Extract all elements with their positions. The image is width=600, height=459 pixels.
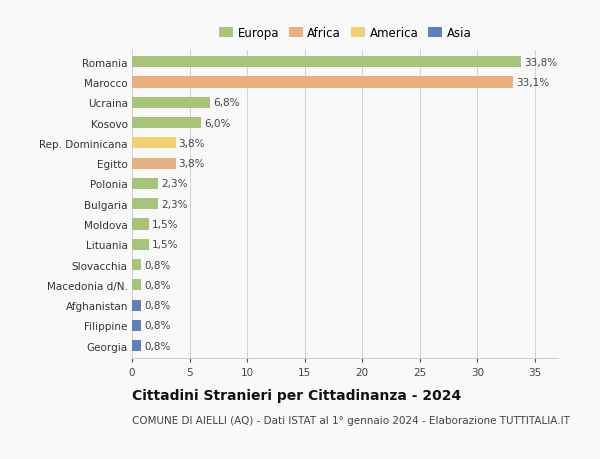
Bar (132, 239, 149, 250)
Text: 0,8%: 0,8% (144, 321, 170, 330)
Legend: Europa, Africa, America, Asia: Europa, Africa, America, Asia (214, 22, 476, 45)
Bar (132, 138, 176, 149)
Text: 3,8%: 3,8% (179, 159, 205, 169)
Bar (132, 340, 141, 352)
Bar (132, 77, 513, 89)
Bar (132, 179, 158, 190)
Bar (132, 97, 210, 109)
Text: 3,8%: 3,8% (179, 139, 205, 149)
Bar (132, 158, 176, 169)
Bar (132, 320, 141, 331)
Text: 2,3%: 2,3% (161, 179, 188, 189)
Bar (132, 280, 141, 291)
Text: 0,8%: 0,8% (144, 280, 170, 290)
Text: 0,8%: 0,8% (144, 341, 170, 351)
Text: 0,8%: 0,8% (144, 260, 170, 270)
Text: 1,5%: 1,5% (152, 240, 179, 250)
Text: 1,5%: 1,5% (152, 219, 179, 230)
Bar (132, 219, 149, 230)
Bar (132, 118, 201, 129)
Text: 33,8%: 33,8% (524, 58, 557, 67)
Text: 33,1%: 33,1% (516, 78, 549, 88)
Text: Cittadini Stranieri per Cittadinanza - 2024: Cittadini Stranieri per Cittadinanza - 2… (132, 388, 461, 402)
Bar (132, 57, 521, 68)
Text: 6,8%: 6,8% (213, 98, 239, 108)
Bar (132, 259, 141, 270)
Text: 2,3%: 2,3% (161, 199, 188, 209)
Bar (132, 199, 158, 210)
Text: 6,0%: 6,0% (204, 118, 230, 129)
Text: 0,8%: 0,8% (144, 301, 170, 310)
Text: COMUNE DI AIELLI (AQ) - Dati ISTAT al 1° gennaio 2024 - Elaborazione TUTTITALIA.: COMUNE DI AIELLI (AQ) - Dati ISTAT al 1°… (132, 415, 570, 425)
Bar (132, 300, 141, 311)
